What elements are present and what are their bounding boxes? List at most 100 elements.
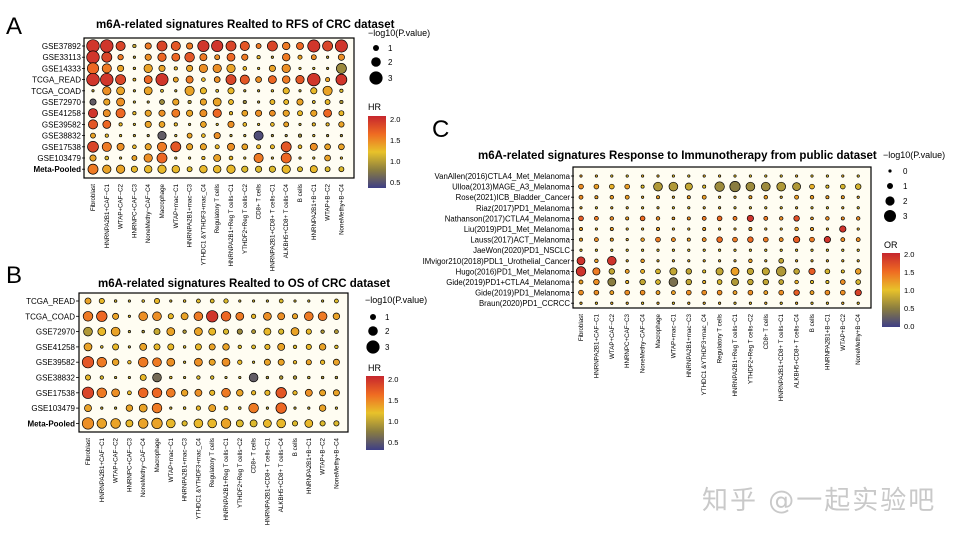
bubble-a-r2-c9 <box>212 63 222 73</box>
size-key-label-b-3: 3 <box>385 343 390 352</box>
bubble-a-r4-c2 <box>116 86 125 96</box>
bubble-a-r4-c18 <box>339 88 344 93</box>
bubble-a-r8-c14 <box>284 134 288 138</box>
bubble-c-r7-c6 <box>671 248 675 252</box>
bubble-b-r7-c2 <box>114 406 118 410</box>
col-label-c: HNRNPA2B1+Reg T cells−C1 <box>732 313 739 396</box>
bubble-c-r0-c5 <box>656 174 660 178</box>
bubble-c-r3-c12 <box>764 206 768 210</box>
size-key-label-a-1: 1 <box>388 44 393 53</box>
bubble-c-r10-c11 <box>747 278 754 286</box>
row-label-b: TCGA_READ <box>26 297 75 306</box>
row-label-a: GSE39582 <box>42 120 82 129</box>
bubble-a-r7-c17 <box>325 122 330 127</box>
size-key-a-2 <box>371 57 381 67</box>
bubble-a-r1-c2 <box>117 54 124 61</box>
bubble-b-r6-c9 <box>209 389 216 396</box>
bubble-a-r9-c14 <box>280 141 292 153</box>
bubble-c-r5-c2 <box>609 227 614 231</box>
bubble-c-r10-c1 <box>593 278 600 286</box>
col-label-a: HNRNPA2B1+mac−C3 <box>187 183 194 247</box>
bubble-a-r9-c7 <box>186 143 194 151</box>
bubble-c-r8-c11 <box>748 258 753 263</box>
row-label-c: Gide(2019)PD1_Melanoma <box>475 289 571 298</box>
bubble-c-r6-c6 <box>671 237 676 242</box>
col-label-b: HNRNPA2B1+CAF−C1 <box>99 437 106 502</box>
bubble-c-r12-c8 <box>702 301 706 305</box>
bubble-c-r12-c3 <box>625 301 629 305</box>
bubble-a-r11-c13 <box>268 165 276 173</box>
bubble-b-r1-c9 <box>206 310 219 323</box>
col-label-c: Fibroblast <box>578 314 585 341</box>
bubble-a-r5-c14 <box>283 99 290 105</box>
bubble-a-r4-c16 <box>310 87 318 95</box>
size-key-label-b-2: 2 <box>385 327 390 336</box>
row-label-c: Braun(2020)PD1_CCRCC <box>479 299 570 308</box>
bubble-c-r9-c2 <box>608 268 615 275</box>
bubble-c-r10-c10 <box>731 278 739 286</box>
size-key-c-1 <box>887 183 893 189</box>
size-key-label-c-3: 3 <box>903 212 908 221</box>
bubble-c-r2-c14 <box>794 194 799 200</box>
bubble-b-r4-c12 <box>252 360 256 364</box>
bubble-a-r4-c13 <box>270 89 275 93</box>
bubble-c-r8-c8 <box>702 259 706 263</box>
bubble-c-r5-c15 <box>810 227 814 231</box>
bubble-b-r0-c2 <box>113 299 118 303</box>
bubble-b-r7-c10 <box>223 405 229 411</box>
bubble-a-r10-c3 <box>131 155 138 161</box>
bubble-b-r7-c8 <box>195 405 201 411</box>
bubble-c-r11-c13 <box>778 289 784 296</box>
bubble-a-r6-c7 <box>186 109 194 117</box>
bubble-c-r2-c12 <box>763 195 768 200</box>
bubble-c-r0-c7 <box>687 174 691 178</box>
bubble-b-r8-c17 <box>319 420 326 427</box>
cbar-tick-b-15: 1.5 <box>388 396 398 405</box>
cbar-tick-c-00: 0.0 <box>904 322 914 331</box>
bubble-b-r4-c8 <box>194 357 203 367</box>
cbar-tick-b-20: 2.0 <box>388 375 398 384</box>
bubble-a-r10-c2 <box>119 156 123 160</box>
bubble-a-r8-c7 <box>186 132 193 139</box>
size-key-c-0 <box>888 169 892 173</box>
col-label-a: B cells <box>297 184 304 202</box>
bubble-a-r7-c2 <box>118 122 123 127</box>
col-label-b: NoneMethy+B−C4 <box>333 437 340 488</box>
bubble-b-r0-c5 <box>154 298 160 304</box>
bubble-a-r3-c7 <box>185 75 194 84</box>
bubble-b-r6-c16 <box>304 388 313 397</box>
bubble-b-r0-c3 <box>127 299 131 303</box>
bubble-c-r9-c14 <box>793 268 800 275</box>
col-label-a: YTHDC1 &YTHDF3+mac_C4 <box>200 183 207 265</box>
bubble-b-r1-c0 <box>82 311 94 322</box>
bubble-b-r2-c13 <box>263 327 272 336</box>
bubble-c-r7-c18 <box>856 248 860 252</box>
col-label-c: Macrophage <box>655 313 662 348</box>
bubble-a-r7-c14 <box>283 121 290 128</box>
row-label-a: GSE72970 <box>42 98 82 107</box>
bubble-a-r7-c5 <box>158 121 166 128</box>
bubble-c-r2-c8 <box>701 194 707 200</box>
bubble-a-r6-c0 <box>88 108 98 119</box>
bubble-c-r3-c0 <box>579 206 583 210</box>
bubble-a-r0-c3 <box>132 43 137 49</box>
size-key-label-c-0: 0 <box>903 167 908 176</box>
bubble-a-r5-c10 <box>228 99 234 105</box>
bubble-c-r3-c13 <box>779 206 783 210</box>
bubble-c-r4-c13 <box>779 216 784 221</box>
bubble-c-r8-c7 <box>687 259 691 263</box>
legend-b: −log10(P.value) 1 2 3 HR 2.0 1.5 1.0 0.5 <box>365 295 427 450</box>
bubble-b-r5-c13 <box>265 375 270 380</box>
bubble-a-r7-c18 <box>338 121 345 128</box>
bubble-b-r0-c15 <box>293 299 297 303</box>
bubble-a-r1-c8 <box>199 53 208 62</box>
bubble-b-r1-c7 <box>180 312 189 321</box>
col-label-a: WTAP+CAF−C2 <box>118 183 125 228</box>
bubble-a-r4-c12 <box>257 89 261 93</box>
row-labels-c: VanAllen(2016)CTLA4_Met_Melanoma Ulloa(20… <box>423 172 574 308</box>
bubble-c-r9-c5 <box>655 268 661 275</box>
bubble-c-r4-c1 <box>594 216 599 221</box>
bubble-b-r7-c1 <box>100 406 104 410</box>
bubble-c-r10-c0 <box>578 279 584 285</box>
bubble-c-r11-c1 <box>593 289 600 296</box>
